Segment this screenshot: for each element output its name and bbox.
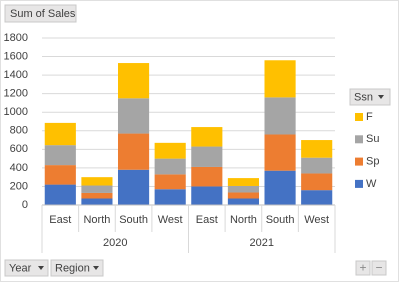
bar-segment (227, 198, 260, 205)
y-tick-label: 200 (10, 180, 28, 192)
axis-button[interactable] (50, 259, 104, 277)
zoom-button[interactable] (371, 260, 387, 276)
bar-segment (44, 184, 76, 205)
dropdown-arrow (38, 266, 44, 270)
bar-segment (301, 190, 333, 205)
legend-label: Su (366, 133, 379, 145)
legend-swatch (355, 113, 363, 121)
y-tick-label: 1200 (4, 88, 28, 100)
dropdown-arrow (93, 266, 99, 270)
legend-label: W (366, 178, 377, 190)
bar-segment (44, 165, 76, 185)
bar-segment (154, 158, 186, 175)
axis-button[interactable] (4, 259, 49, 277)
zoom-button[interactable] (355, 260, 371, 276)
bar-segment (301, 173, 333, 191)
bar-segment (264, 97, 296, 135)
bar-segment (191, 127, 223, 147)
y-tick-label: 1000 (4, 106, 28, 118)
axis-button-label: Region (55, 262, 90, 274)
bar-segment (264, 134, 296, 171)
x-tick-label: North (83, 214, 110, 226)
zoom-button-label: − (375, 261, 382, 275)
bar-segment (117, 169, 150, 205)
axis-button-label: Year (9, 262, 32, 274)
bar-segment (44, 122, 76, 146)
legend-title: Ssn (354, 91, 373, 103)
bar-segment (227, 185, 260, 193)
bar-segment (191, 146, 223, 167)
x-tick-label: East (196, 214, 218, 226)
bar-segment (301, 157, 333, 174)
legend-label: Sp (366, 156, 379, 168)
x-tick-label: South (266, 214, 295, 226)
y-tick-label: 600 (10, 143, 28, 155)
bar-segment (264, 170, 296, 205)
x-tick-label: North (230, 214, 257, 226)
y-tick-label: 1400 (4, 69, 28, 81)
bar-segment (117, 133, 150, 170)
bar-segment (81, 192, 113, 199)
legend-swatch (355, 179, 363, 188)
bar-segment (191, 186, 223, 205)
bar-segment (154, 142, 186, 159)
bar-segment (81, 198, 113, 205)
bar-segment (81, 177, 113, 186)
group-label: 2020 (103, 237, 127, 249)
x-tick-label: West (304, 214, 329, 226)
bar-segment (154, 174, 186, 190)
y-tick-label: 0 (22, 199, 28, 211)
dropdown-arrow (378, 95, 384, 99)
y-tick-label: 1800 (4, 32, 28, 44)
bar-segment (117, 98, 150, 134)
y-tick-label: 1600 (4, 50, 28, 62)
x-tick-label: West (158, 214, 183, 226)
bar-segment (227, 192, 260, 199)
legend-button[interactable] (349, 88, 391, 106)
legend-swatch (355, 135, 363, 144)
bar-segment (117, 63, 150, 99)
value-button[interactable] (4, 4, 77, 23)
value-button-label: Sum of Sales (10, 8, 76, 20)
bar-segment (154, 189, 186, 205)
group-label: 2021 (250, 237, 274, 249)
bar-segment (227, 178, 260, 186)
x-tick-label: East (49, 214, 71, 226)
bar-segment (81, 185, 113, 193)
bar-segment (191, 166, 223, 187)
bar-segment (44, 145, 76, 166)
y-tick-label: 400 (10, 162, 28, 174)
y-tick-label: 800 (10, 125, 28, 137)
bar-segment (264, 60, 296, 98)
x-tick-label: South (119, 214, 148, 226)
bar-segment (301, 140, 333, 158)
zoom-button-label: + (359, 261, 366, 275)
legend-label: F (366, 111, 373, 123)
legend-swatch (355, 157, 363, 166)
